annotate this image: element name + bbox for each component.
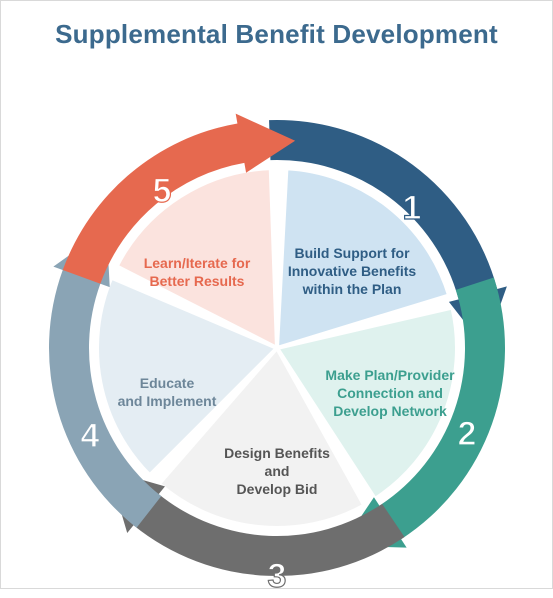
segment-number-3: 3 [267,557,286,595]
segment-number-4: 4 [80,417,99,455]
cycle-svg: Build Support forInnovative Benefitswith… [12,58,542,598]
segment-number-1: 1 [402,189,421,227]
page-title: Supplemental Benefit Development [11,19,542,50]
segment-label-2: Make Plan/ProviderConnection andDevelop … [325,367,455,419]
diagram-frame: Supplemental Benefit Development Build S… [0,0,553,589]
segment-label-1: Build Support forInnovative Benefitswith… [287,245,416,297]
segment-number-5: 5 [152,172,171,210]
cycle-chart: Build Support forInnovative Benefitswith… [12,58,542,578]
segment-number-2: 2 [457,415,476,453]
